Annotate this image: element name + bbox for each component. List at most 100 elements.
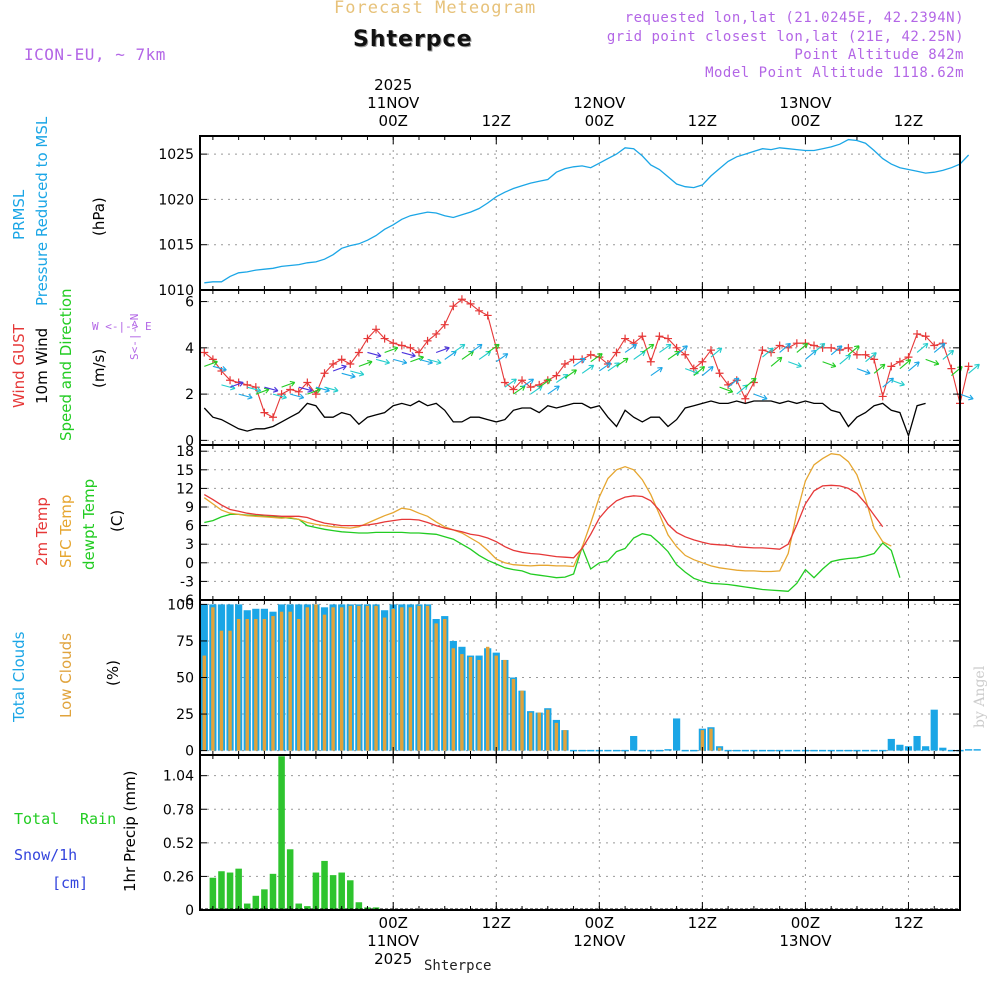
rain-bar bbox=[355, 902, 363, 910]
low-cloud-bar bbox=[228, 630, 232, 751]
wind-arrow-head bbox=[854, 345, 860, 351]
wind-direction-arrow bbox=[538, 378, 551, 388]
low-cloud-bar bbox=[391, 608, 395, 751]
temp-ytick-label: 12 bbox=[176, 481, 194, 497]
snow-label: Snow/1h bbox=[14, 846, 78, 864]
low-cloud-bar bbox=[546, 709, 550, 751]
wind-direction-arrow bbox=[272, 393, 287, 399]
gust-marker bbox=[921, 332, 930, 341]
snow-unit: [cm] bbox=[52, 874, 89, 892]
station-title: Shterpce bbox=[353, 27, 473, 52]
rain-bar bbox=[226, 872, 234, 910]
wind-direction-arrow bbox=[702, 366, 714, 377]
low-cloud-bar bbox=[245, 619, 249, 751]
gust-marker bbox=[337, 355, 346, 364]
precip-ytick-label: 0 bbox=[185, 903, 194, 919]
wind-direction-arrow bbox=[590, 353, 603, 363]
sfc-temp-line bbox=[203, 453, 892, 573]
wind-arrow-head bbox=[272, 386, 279, 393]
wind-direction-arrow bbox=[290, 393, 304, 399]
precip-ytick-label: 0.26 bbox=[163, 869, 194, 885]
wind-arrow-head bbox=[511, 378, 517, 384]
wind-arrow-head bbox=[341, 364, 347, 371]
gust-marker bbox=[852, 350, 861, 359]
wind-arrow-head bbox=[727, 387, 734, 394]
wind-arrow-head bbox=[879, 363, 886, 370]
pressure-ytick-label: 1010 bbox=[158, 283, 194, 299]
gust-marker bbox=[913, 329, 922, 338]
top-time-label: 12Z bbox=[894, 112, 923, 130]
wind-arrow-head bbox=[768, 347, 774, 353]
model-label: ICON-EU, ~ 7km bbox=[24, 45, 166, 64]
forecast-title: Forecast Meteogram bbox=[334, 0, 537, 18]
wind-arrow-head bbox=[871, 352, 877, 358]
wind-direction-arrow bbox=[933, 343, 946, 353]
wind-direction-arrow bbox=[770, 356, 783, 367]
wind-direction-arrow bbox=[916, 343, 929, 353]
clouds-ytick-label: 25 bbox=[176, 707, 194, 723]
rain-bar bbox=[243, 903, 251, 910]
gust-marker bbox=[810, 341, 819, 350]
low-cloud-bar bbox=[236, 619, 241, 751]
temp-ytick-label: 9 bbox=[185, 500, 194, 516]
wind-direction-arrow bbox=[865, 352, 877, 363]
gust-marker bbox=[354, 348, 363, 357]
wind-arrow-head bbox=[776, 356, 783, 363]
pressure-frame bbox=[199, 135, 961, 291]
wind-direction-arrow bbox=[350, 370, 364, 376]
wind-arrow-head bbox=[588, 364, 595, 371]
wind-direction-arrow bbox=[968, 363, 980, 374]
temp-ytick-label: 18 bbox=[176, 444, 194, 460]
rain-bar bbox=[295, 903, 303, 910]
wind-arrow-head bbox=[708, 366, 714, 372]
wind-arrow-head bbox=[802, 342, 809, 349]
gust-marker bbox=[612, 348, 621, 357]
wind-direction-arrow bbox=[521, 378, 534, 388]
gridpoint-coords: grid point closest lon,lat (21E, 42.25N) bbox=[606, 29, 964, 45]
low-cloud-bar bbox=[262, 619, 267, 751]
wind-direction-arrow bbox=[942, 349, 954, 360]
bottom-time-label: 00Z bbox=[379, 914, 408, 932]
gust-marker bbox=[526, 383, 535, 392]
clouds-ytick-label: 100 bbox=[167, 597, 194, 613]
wind-direction-arrow bbox=[813, 343, 826, 353]
wind-direction-arrow bbox=[667, 350, 680, 360]
wind-direction-arrow bbox=[564, 369, 577, 379]
gust-marker bbox=[440, 320, 449, 329]
wind-direction-arrow bbox=[581, 364, 594, 374]
wind-arrow-head bbox=[968, 394, 974, 401]
wind-direction-arrow bbox=[470, 343, 483, 353]
low-cloud-bar bbox=[451, 648, 456, 751]
gust-marker bbox=[664, 334, 673, 343]
gust-marker bbox=[372, 325, 381, 334]
wind-arrow-head bbox=[751, 377, 757, 384]
wind-direction-arrow bbox=[435, 347, 450, 353]
total-cloud-bar bbox=[896, 744, 904, 751]
top-time-label: 12NOV bbox=[573, 94, 626, 112]
wind-direction-arrow bbox=[341, 372, 356, 378]
temp-panel bbox=[203, 453, 901, 592]
wind-arrow-head bbox=[502, 353, 509, 359]
total-cloud-bar bbox=[887, 738, 895, 751]
gust-marker bbox=[303, 378, 312, 387]
wind-arrow-head bbox=[819, 342, 826, 349]
total-cloud-bar bbox=[939, 747, 947, 751]
gust-marker bbox=[938, 339, 947, 348]
gust-marker bbox=[200, 348, 209, 357]
total-cloud-bar bbox=[630, 735, 638, 751]
bottom-time-label: 00Z bbox=[791, 914, 820, 932]
wind-direction-arrow bbox=[556, 374, 569, 383]
low-cloud-bar bbox=[425, 605, 430, 751]
low-cloud-bar bbox=[700, 730, 705, 751]
low-cloud-bar bbox=[365, 605, 370, 751]
wind-direction-arrow bbox=[332, 365, 347, 372]
gust-marker bbox=[827, 343, 836, 352]
wind-arrow-head bbox=[459, 343, 466, 350]
gust-marker bbox=[870, 355, 879, 364]
wind-direction-arrow bbox=[839, 354, 851, 365]
low-cloud-bar bbox=[528, 712, 533, 751]
gust-marker bbox=[569, 355, 578, 364]
gust-marker bbox=[509, 385, 518, 394]
total-cloud-bar bbox=[664, 749, 672, 751]
rain-bar bbox=[269, 873, 277, 910]
